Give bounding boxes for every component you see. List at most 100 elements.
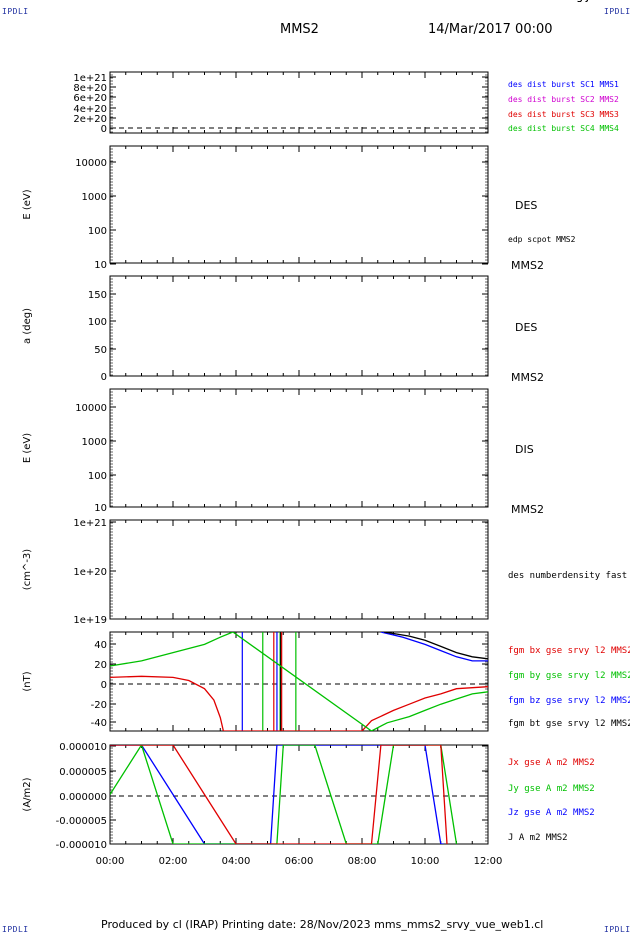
y-axis-label: E (eV)	[22, 189, 33, 219]
y-tick-label: 1e+19	[73, 615, 107, 626]
panel-frame-des-energy	[109, 145, 489, 264]
y-tick-label: 1000	[82, 437, 107, 448]
y-axis-label: (nT)	[22, 671, 33, 691]
colorbar-title: Log JE	[565, 0, 595, 3]
y-axis-label: (A/m2)	[22, 777, 33, 811]
y-axis-label: (cm^-3)	[22, 549, 33, 590]
time-axis-label: 08:00	[348, 856, 377, 867]
legend-entry: des dist burst SC2 MMS2	[508, 95, 619, 104]
legend-entry: J A m2 MMS2	[508, 833, 568, 843]
y-axis-label: E (eV)	[22, 433, 33, 463]
panel-frame-current	[109, 744, 489, 845]
corner-tag-bottom-left: IPDLI	[2, 925, 29, 934]
time-axis-label: 10:00	[411, 856, 440, 867]
y-tick-label: -40	[91, 718, 107, 729]
colorbar-tick-label: 0.0	[582, 0, 598, 3]
legend-entry: des dist burst SC4 MMS4	[508, 124, 619, 133]
legend-entry: des dist burst SC3 MMS3	[508, 110, 619, 119]
legend-entry: des dist burst SC1 MMS1	[508, 80, 619, 89]
y-tick-label: 20	[94, 660, 107, 671]
y-tick-label: 0	[101, 372, 107, 383]
y-tick-label: 8e+20	[73, 83, 107, 94]
colorbar-tick-label: 0.0	[582, 0, 598, 3]
spacecraft-label: MMS2	[511, 503, 544, 516]
time-axis-label: 06:00	[285, 856, 314, 867]
colorbar-title: Log JE	[565, 0, 595, 3]
time-axis-label: 12:00	[474, 856, 503, 867]
colorbar-tick-label: 0.0	[582, 0, 598, 3]
y-tick-label: 0	[101, 680, 107, 691]
spectrogram-label: DES	[515, 321, 537, 334]
legend-entry: Jx gse A m2 MMS2	[508, 758, 595, 768]
panel-frame-dist-burst	[109, 71, 489, 134]
y-tick-label: 0	[101, 124, 107, 135]
y-tick-label: 100	[88, 317, 107, 328]
colorbar-tick-label: 0.0	[582, 0, 598, 3]
datetime-title: 14/Mar/2017 00:00	[428, 22, 553, 37]
y-tick-label: 10000	[75, 158, 107, 169]
spacecraft-label: MMS2	[511, 259, 544, 272]
y-tick-label: -0.000010	[56, 840, 107, 851]
series-line-1	[110, 745, 444, 844]
y-tick-label: 10	[94, 260, 107, 271]
series-line-2	[110, 745, 458, 844]
series-line-3	[110, 745, 448, 844]
legend-entry: fgm by gse srvy l2 MMS2	[508, 671, 630, 681]
series-line-1	[110, 632, 488, 731]
legend-entry: Jy gse A m2 MMS2	[508, 784, 595, 794]
panel-frame-dis-energy	[109, 388, 489, 508]
y-tick-label: 0.000005	[59, 767, 107, 778]
time-axis-label: 04:00	[222, 856, 251, 867]
y-tick-label: 10	[94, 503, 107, 514]
y-tick-label: 0.000000	[59, 792, 107, 803]
colorbar-tick-label: 0.0	[582, 0, 598, 3]
y-tick-label: 100	[88, 226, 107, 237]
colorbar-tick-label: 0.0	[582, 0, 598, 3]
y-tick-label: -20	[91, 700, 107, 711]
colorbar-tick-label: 0.0	[582, 0, 598, 3]
spacecraft-label: MMS2	[511, 371, 544, 384]
y-tick-label: 4e+20	[73, 104, 107, 115]
time-axis-label: 02:00	[159, 856, 188, 867]
series-line-2	[380, 632, 488, 662]
legend-entry: fgm bz gse srvy l2 MMS2	[508, 696, 630, 706]
legend-entry: fgm bx gse srvy l2 MMS2	[508, 646, 630, 656]
y-tick-label: 1e+20	[73, 567, 107, 578]
legend-entry: des numberdensity fast M	[508, 571, 630, 581]
spectrogram-label: DES	[515, 199, 537, 212]
corner-tag-top-right: IPDLI	[604, 7, 630, 16]
spectrogram-label: DIS	[515, 443, 534, 456]
footer-credit: Produced by cl (IRAP) Printing date: 28/…	[101, 918, 544, 931]
colorbar-tick-label: 0.0	[582, 0, 598, 3]
panel-frame-density	[109, 519, 489, 620]
colorbar-tick-label: 0.0	[582, 0, 598, 3]
legend-entry: fgm bt gse srvy l2 MMS2	[508, 719, 630, 729]
y-tick-label: 50	[94, 345, 107, 356]
y-tick-label: 1e+21	[73, 518, 107, 529]
corner-tag-bottom-right: IPDLI	[604, 925, 630, 934]
panel-frame-des-pitch	[109, 275, 489, 377]
colorbar-tick-label: 0.0	[582, 0, 598, 3]
time-axis-label: 00:00	[96, 856, 125, 867]
series-line-0	[110, 675, 488, 731]
y-tick-label: 10000	[75, 403, 107, 414]
colorbar-title: Log JE	[565, 0, 595, 3]
overlay-label: edp scpot MMS2	[508, 235, 576, 244]
y-tick-label: -0.000005	[56, 816, 107, 827]
y-tick-label: 6e+20	[73, 93, 107, 104]
y-tick-label: 0.000010	[59, 742, 107, 753]
y-axis-label: a (deg)	[22, 308, 33, 344]
y-tick-label: 2e+20	[73, 114, 107, 125]
corner-tag-top-left: IPDLI	[2, 7, 29, 16]
colorbar-tick-label: 0.0	[582, 0, 598, 3]
spacecraft-title: MMS2	[280, 22, 319, 37]
series-line-3	[383, 632, 488, 660]
y-tick-label: 100	[88, 471, 107, 482]
y-tick-label: 1e+21	[73, 73, 107, 84]
colorbar-tick-label: 0.0	[582, 0, 598, 3]
legend-entry: Jz gse A m2 MMS2	[508, 808, 595, 818]
y-tick-label: 40	[94, 640, 107, 651]
y-tick-label: 1000	[82, 192, 107, 203]
y-tick-label: 150	[88, 290, 107, 301]
